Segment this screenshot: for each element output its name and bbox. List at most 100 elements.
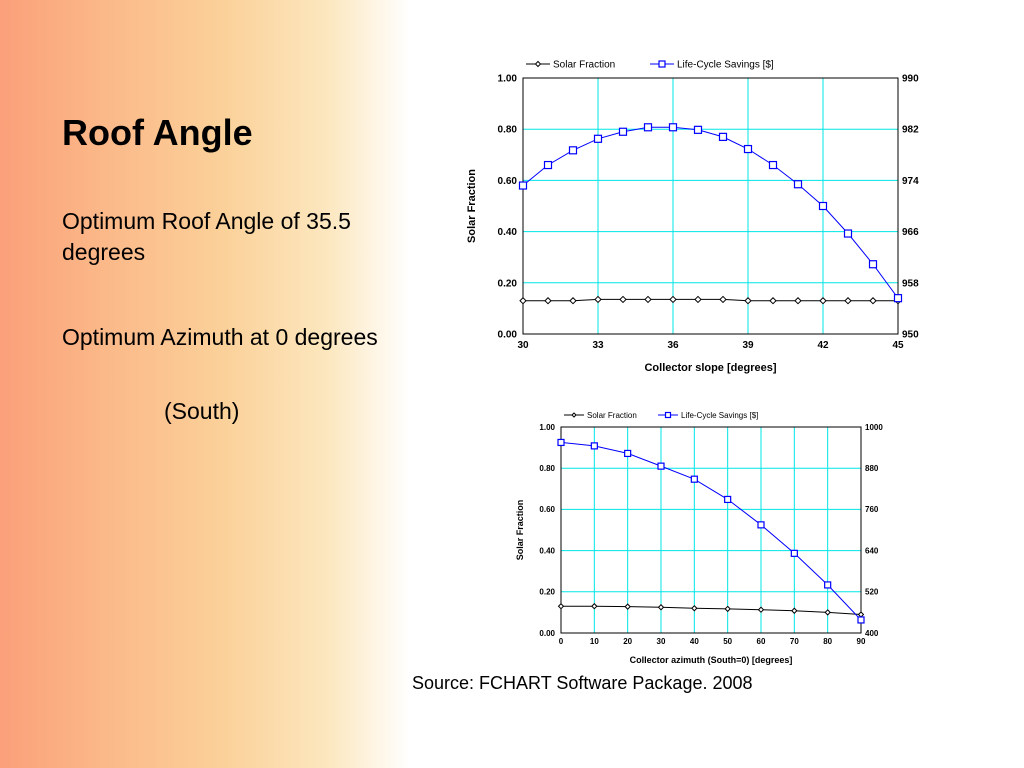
slide-title: Roof Angle [62, 112, 253, 153]
legend-label: Life-Cycle Savings [$] [677, 60, 774, 71]
legend-square-marker [664, 411, 672, 419]
slope-chart: 30 33 36 39 42 45 0.00 0.20 0.40 0.60 0.80 1.00 950 9… [466, 60, 919, 375]
y2-tick-label: 520 [865, 588, 879, 597]
solar-fraction-point [719, 295, 727, 304]
solar-fraction-point [624, 603, 631, 610]
x-tick-label: 90 [857, 637, 866, 646]
life-cycle-savings-point [843, 229, 853, 238]
x-tick-label: 42 [817, 340, 829, 351]
life-cycle-savings-point [757, 521, 765, 529]
solar-fraction-point [557, 603, 565, 610]
life-cycle-savings-point [857, 616, 865, 624]
life-cycle-savings-point [643, 123, 653, 132]
bullet-azimuth-south: (South) [164, 398, 240, 424]
bullet-roof-angle: Optimum Roof Angle of 35.5 degrees [62, 208, 351, 265]
solar-fraction-point [644, 295, 652, 304]
solar-fraction-point [657, 604, 665, 611]
life-cycle-savings-point [868, 260, 878, 269]
x-tick-label: 60 [757, 637, 766, 646]
x-tick-label: 0 [559, 637, 564, 646]
legend-label: Solar Fraction [587, 411, 637, 420]
solar-fraction-point [757, 606, 765, 613]
y2-tick-label: 640 [865, 546, 879, 555]
legend-label: Life-Cycle Savings [$] [681, 411, 758, 420]
life-cycle-savings-line [560, 441, 862, 621]
y2-tick-label: 950 [902, 330, 919, 341]
life-cycle-savings-point [793, 180, 803, 189]
solar-fraction-point [594, 295, 602, 304]
x-tick-label: 45 [892, 340, 904, 351]
life-cycle-savings-point [568, 146, 578, 155]
life-cycle-savings-point [618, 127, 628, 136]
life-cycle-savings-point [893, 294, 903, 303]
life-cycle-savings-point [690, 475, 698, 483]
solar-fraction-point [669, 295, 677, 304]
plot-frame [522, 77, 899, 335]
solar-fraction-point [569, 297, 577, 305]
life-cycle-savings-point [657, 462, 665, 470]
legend-square-marker [658, 60, 666, 68]
solar-fraction-point [824, 609, 831, 616]
solar-fraction-point [619, 295, 627, 304]
y-tick-label: 0.60 [539, 505, 555, 514]
life-cycle-savings-point [724, 495, 732, 504]
y2-tick-label: 760 [865, 505, 879, 514]
life-cycle-savings-point [593, 134, 603, 143]
solar-fraction-point [844, 297, 852, 305]
x-tick-label: 33 [592, 340, 604, 351]
y-tick-label: 0.60 [498, 176, 518, 187]
x-tick-label: 50 [723, 637, 732, 646]
background-gradient [0, 0, 410, 768]
y-axis-label: Solar Fraction [515, 500, 525, 561]
y2-tick-label: 880 [865, 464, 879, 473]
bullet-azimuth: Optimum Azimuth at 0 degrees [62, 324, 378, 350]
x-tick-label: 36 [667, 340, 679, 351]
legend-diamond-marker [534, 60, 542, 68]
solar-fraction-point [519, 297, 527, 305]
life-cycle-savings-point [624, 449, 632, 458]
y2-tick-label: 966 [902, 227, 919, 238]
life-cycle-savings-point [718, 132, 728, 141]
life-cycle-savings-point [557, 438, 565, 447]
solar-fraction-point [791, 607, 798, 614]
y-tick-label: 0.20 [539, 588, 555, 597]
y-tick-label: 0.40 [539, 546, 555, 555]
life-cycle-savings-point [668, 123, 678, 132]
plot-frame [560, 426, 862, 634]
x-tick-label: 30 [517, 340, 529, 351]
x-tick-label: 30 [657, 637, 666, 646]
solar-fraction-point [794, 297, 802, 305]
y2-tick-label: 958 [902, 278, 919, 289]
x-axis-label: Collector slope [degrees] [644, 362, 776, 374]
legend-diamond-marker [571, 412, 577, 418]
life-cycle-savings-point [790, 549, 798, 557]
y2-tick-label: 1000 [865, 423, 883, 432]
solar-fraction-line [561, 605, 862, 615]
y2-tick-label: 982 [902, 125, 919, 136]
solar-fraction-point [744, 297, 752, 305]
solar-fraction-point [691, 605, 698, 612]
solar-fraction-line [523, 298, 898, 302]
life-cycle-savings-line [522, 126, 899, 299]
life-cycle-savings-point [543, 160, 553, 170]
solar-fraction-point [591, 603, 598, 610]
life-cycle-savings-point [518, 181, 528, 190]
y-tick-label: 1.00 [539, 423, 555, 432]
x-tick-label: 20 [623, 637, 632, 646]
solar-fraction-point [857, 611, 865, 618]
y-tick-label: 0.00 [498, 330, 518, 341]
x-tick-label: 70 [790, 637, 799, 646]
life-cycle-savings-point [693, 125, 703, 134]
y-tick-label: 0.40 [498, 227, 518, 238]
solar-fraction-point [544, 297, 552, 305]
life-cycle-savings-point [743, 144, 753, 154]
life-cycle-savings-point [818, 201, 828, 211]
azimuth-chart: 0 10 20 30 40 50 60 70 80 90 0.00 0.20 0.40 0.60 0.80 1… [515, 411, 883, 665]
solar-fraction-point [769, 297, 777, 305]
y-tick-label: 1.00 [498, 74, 518, 85]
solar-fraction-point [819, 297, 827, 305]
y2-tick-label: 990 [902, 74, 919, 85]
y-tick-label: 0.00 [539, 629, 555, 638]
solar-fraction-point [694, 295, 702, 304]
y-tick-label: 0.80 [498, 125, 518, 136]
